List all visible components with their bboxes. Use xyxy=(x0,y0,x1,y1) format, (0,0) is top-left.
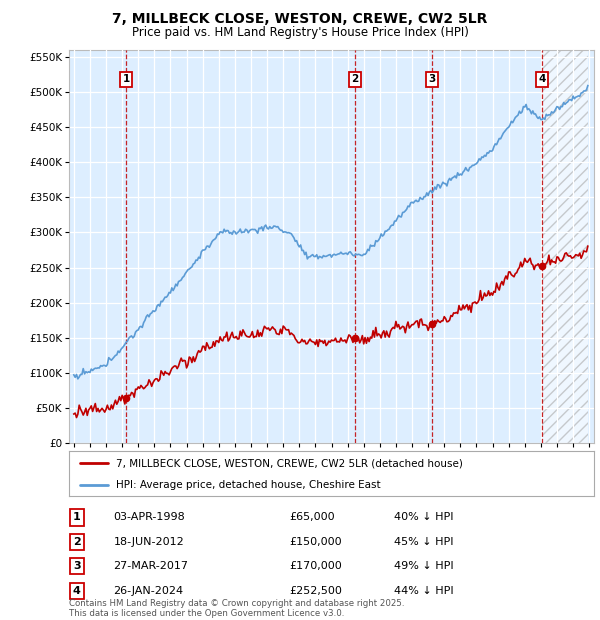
Text: 40% ↓ HPI: 40% ↓ HPI xyxy=(395,512,454,523)
Text: 26-JAN-2024: 26-JAN-2024 xyxy=(113,586,184,596)
Text: 3: 3 xyxy=(73,561,80,571)
Text: 1: 1 xyxy=(73,512,81,523)
Text: 3: 3 xyxy=(428,74,436,84)
Text: 7, MILLBECK CLOSE, WESTON, CREWE, CW2 5LR (detached house): 7, MILLBECK CLOSE, WESTON, CREWE, CW2 5L… xyxy=(116,458,463,469)
Text: 49% ↓ HPI: 49% ↓ HPI xyxy=(395,561,454,571)
Text: Contains HM Land Registry data © Crown copyright and database right 2025.
This d: Contains HM Land Registry data © Crown c… xyxy=(69,599,404,618)
Text: £150,000: £150,000 xyxy=(290,537,342,547)
Text: 18-JUN-2012: 18-JUN-2012 xyxy=(113,537,184,547)
Text: 4: 4 xyxy=(73,586,81,596)
Text: 2: 2 xyxy=(352,74,359,84)
Text: £170,000: £170,000 xyxy=(290,561,342,571)
Text: 44% ↓ HPI: 44% ↓ HPI xyxy=(395,586,454,596)
Text: 45% ↓ HPI: 45% ↓ HPI xyxy=(395,537,454,547)
Text: 03-APR-1998: 03-APR-1998 xyxy=(113,512,185,523)
Text: HPI: Average price, detached house, Cheshire East: HPI: Average price, detached house, Ches… xyxy=(116,480,381,490)
Text: £65,000: £65,000 xyxy=(290,512,335,523)
Text: 7, MILLBECK CLOSE, WESTON, CREWE, CW2 5LR: 7, MILLBECK CLOSE, WESTON, CREWE, CW2 5L… xyxy=(112,12,488,27)
Text: 4: 4 xyxy=(538,74,545,84)
Text: £252,500: £252,500 xyxy=(290,586,343,596)
Text: Price paid vs. HM Land Registry's House Price Index (HPI): Price paid vs. HM Land Registry's House … xyxy=(131,26,469,39)
Text: 27-MAR-2017: 27-MAR-2017 xyxy=(113,561,188,571)
Text: 2: 2 xyxy=(73,537,81,547)
Text: 1: 1 xyxy=(122,74,130,84)
